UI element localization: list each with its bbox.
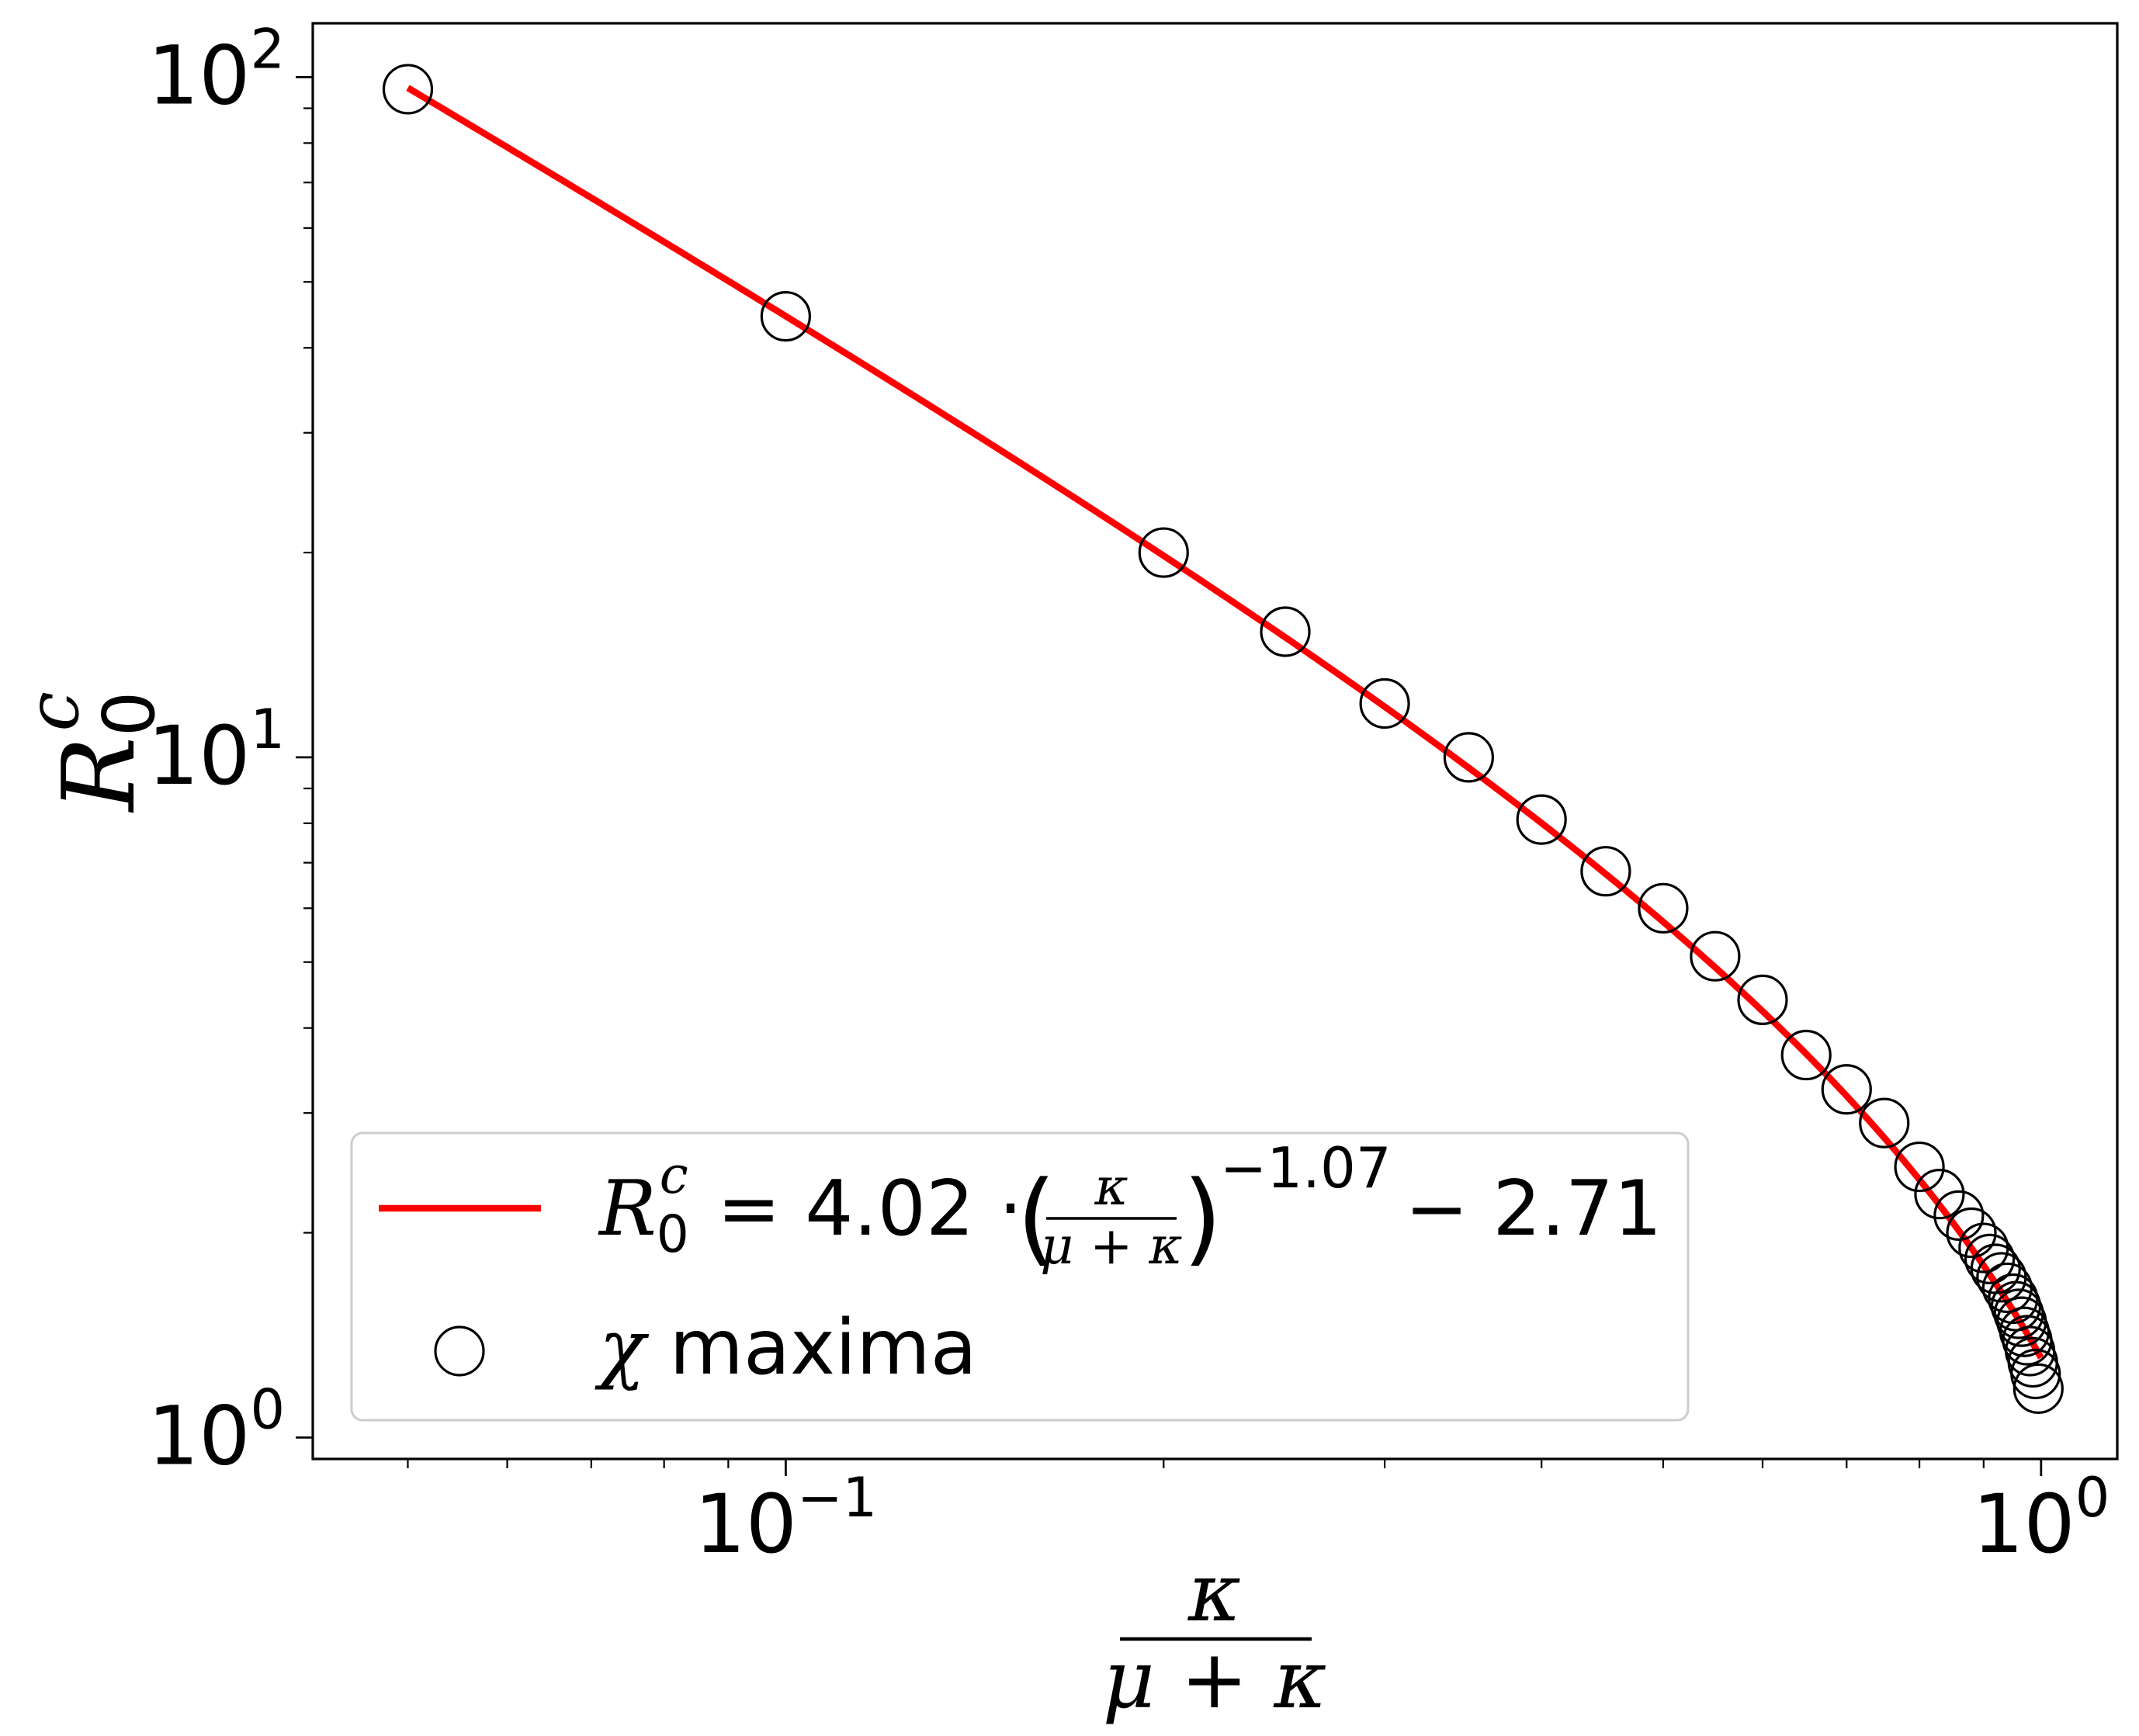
legend: R0c = 4.02 · (κμ + κ)−1.07− 2.71χ maxima bbox=[350, 1131, 1690, 1422]
chi-maxima-point bbox=[1946, 1207, 1997, 1259]
chi-maxima-point bbox=[382, 64, 434, 115]
chi-maxima-point bbox=[1737, 974, 1788, 1025]
x-tick-label-base: 10 bbox=[1972, 1477, 2075, 1571]
y-tick-label-base: 10 bbox=[147, 709, 250, 803]
x-axis-label-numerator: κ bbox=[1187, 1545, 1241, 1640]
chi-maxima-point bbox=[1914, 1169, 1965, 1220]
chi-maxima-point bbox=[1894, 1141, 1945, 1193]
chi-maxima-point bbox=[1999, 1306, 2051, 1357]
chi-maxima-point bbox=[2010, 1348, 2061, 1400]
chi-maxima-point bbox=[1964, 1233, 2016, 1284]
chi-maxima-point bbox=[1138, 527, 1189, 578]
legend-fit-frac-den: μ + κ bbox=[1040, 1216, 1182, 1276]
x-tick-label-exponent: −1 bbox=[797, 1466, 877, 1530]
chi-maxima-point bbox=[1580, 846, 1631, 897]
chi-maxima-point bbox=[1993, 1288, 2044, 1339]
y-axis-label: R0c bbox=[12, 691, 171, 813]
x-axis-label-den-left: μ bbox=[1102, 1632, 1155, 1727]
chi-maxima-point bbox=[1260, 606, 1311, 657]
y-axis-label-text: R0c bbox=[12, 691, 171, 813]
chi-maxima-point bbox=[1780, 1029, 1832, 1081]
legend-fit-lhs-sub: 0 bbox=[657, 1204, 689, 1264]
chi-maxima-point bbox=[1933, 1190, 1985, 1241]
x-tick-label-exponent: 0 bbox=[2075, 1466, 2110, 1530]
y-tick-label-exponent: 2 bbox=[250, 17, 285, 81]
chi-maxima-point bbox=[760, 291, 811, 342]
y-axis-label-main: R bbox=[42, 736, 158, 813]
legend-fit-frac-num: κ bbox=[1094, 1157, 1128, 1217]
x-tick-label: 100 bbox=[1972, 1466, 2110, 1571]
x-axis-label-den-right: κ bbox=[1273, 1632, 1326, 1727]
chi-maxima-point bbox=[1821, 1064, 1872, 1115]
chi-maxima-point bbox=[1443, 732, 1494, 783]
y-tick-label: 100 bbox=[147, 1377, 285, 1483]
x-axis-label-denominator: μ + κ bbox=[1102, 1632, 1326, 1727]
chi-maxima-point bbox=[1516, 794, 1567, 845]
legend-fit-coef: = 4.02 · bbox=[693, 1165, 1023, 1253]
chi-maxima-point bbox=[1638, 882, 1689, 934]
y-tick-label-base: 10 bbox=[147, 28, 250, 123]
chi-maxima-point bbox=[1690, 930, 1741, 982]
legend-fit-lhs: R bbox=[598, 1165, 657, 1253]
chi-maxima-point bbox=[1859, 1097, 1910, 1149]
legend-marker-swatch bbox=[434, 1325, 485, 1377]
y-tick-label-base: 10 bbox=[147, 1388, 250, 1483]
legend-marker-symbol: χ bbox=[595, 1304, 650, 1392]
y-axis-label-sub: 0 bbox=[88, 691, 171, 737]
legend-box bbox=[350, 1131, 1690, 1422]
legend-marker-label: χ maxima bbox=[595, 1304, 977, 1392]
x-tick-label: 10−1 bbox=[695, 1466, 878, 1571]
legend-fit-right-paren: ) bbox=[1183, 1159, 1222, 1277]
chi-maxima-point bbox=[1359, 677, 1410, 729]
y-tick-label: 102 bbox=[147, 17, 285, 123]
y-tick-label: 101 bbox=[147, 698, 285, 803]
x-axis-label-den-op: + bbox=[1155, 1632, 1274, 1727]
y-axis-label-sup: c bbox=[12, 691, 95, 732]
chi-maxima-point bbox=[2012, 1363, 2064, 1414]
plot-frame bbox=[311, 22, 2119, 1461]
legend-fit-offset: − 2.71 bbox=[1405, 1165, 1662, 1253]
legend-fit-exponent: −1.07 bbox=[1220, 1135, 1392, 1201]
fit-curve-line bbox=[406, 85, 2044, 1360]
legend-marker-text: maxima bbox=[645, 1304, 976, 1392]
y-tick-label-exponent: 1 bbox=[250, 698, 285, 761]
y-tick-label-exponent: 0 bbox=[250, 1377, 285, 1441]
x-tick-label-base: 10 bbox=[695, 1477, 797, 1571]
legend-fit-lhs-sup: c bbox=[660, 1145, 688, 1205]
legend-fit-label: R0c = 4.02 · bbox=[598, 1145, 1023, 1264]
